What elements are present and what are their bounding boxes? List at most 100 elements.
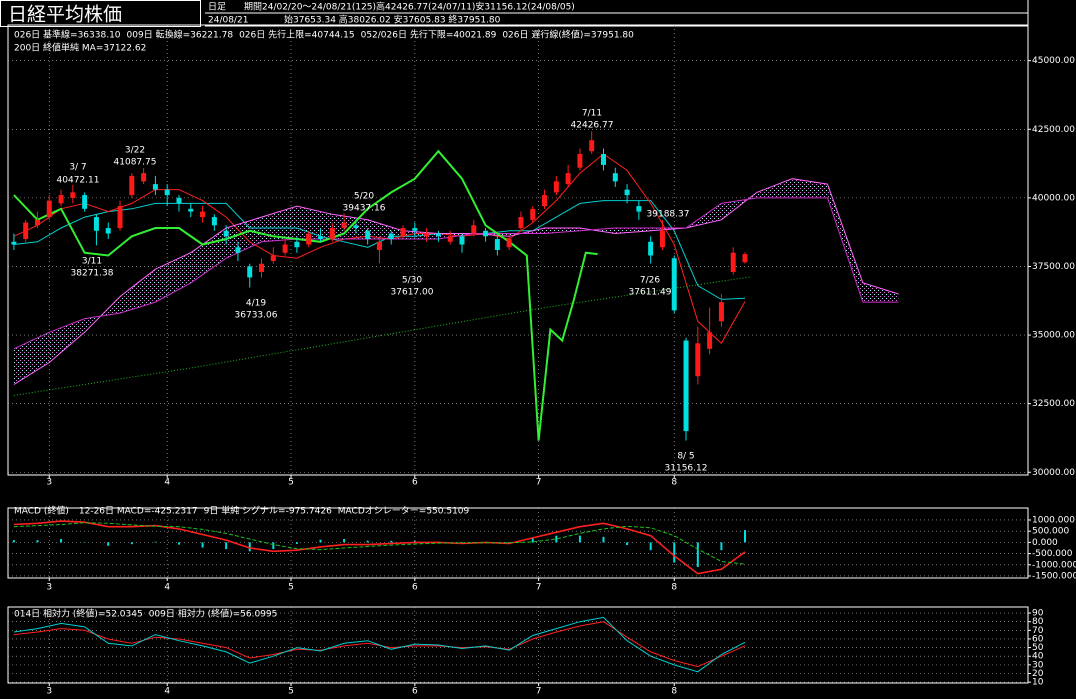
histogram-bar	[578, 535, 581, 543]
histogram-bar	[272, 542, 275, 550]
candle-body	[353, 225, 359, 229]
x-tick-label: 6	[412, 687, 418, 697]
histogram-bar	[248, 542, 251, 552]
candle-body	[659, 230, 665, 248]
candle-body	[624, 189, 630, 196]
candle-body	[600, 153, 606, 165]
candle-body	[270, 255, 276, 261]
candle-body	[459, 236, 465, 245]
x-tick-label: 5	[288, 583, 294, 593]
candle-body	[494, 239, 500, 250]
candle-body	[400, 228, 406, 237]
x-tick-label: 3	[46, 687, 52, 697]
candle-body	[424, 233, 430, 237]
histogram-bar	[343, 539, 346, 543]
candle-body	[306, 233, 312, 245]
x-tick-label: 4	[164, 478, 170, 488]
candle-body	[542, 195, 548, 207]
date: 24/08/21	[208, 16, 248, 26]
candle-body	[671, 258, 677, 311]
annotation-value: 31156.12	[665, 464, 708, 474]
annotation-date: 3/11	[82, 257, 102, 267]
series-line	[13, 178, 899, 385]
x-tick-label: 5	[288, 478, 294, 488]
x-tick-label: 7	[536, 583, 542, 593]
x-tick-label: 3	[46, 478, 52, 488]
candle-body	[329, 228, 335, 240]
candle-body	[82, 195, 88, 209]
x-tick-label: 3	[46, 583, 52, 593]
panel-frame	[7, 606, 1029, 684]
legend-entry: 009日 相対力 (終値)=56.0995	[149, 608, 278, 620]
legend-entry: 052/026日 先行下限=40021.89	[361, 29, 497, 41]
histogram-bar	[390, 540, 393, 543]
histogram-bar	[555, 535, 558, 543]
annotation-value: 39188.37	[647, 210, 690, 220]
annotation-date: 7/11	[582, 109, 602, 119]
candle-body	[589, 140, 595, 152]
legend-entry: 200日 終値単純 MA=37122.62	[14, 42, 146, 54]
candle-body	[471, 225, 477, 234]
y-tick-label: -1000.000	[1032, 560, 1076, 570]
histogram-bar	[366, 540, 369, 543]
y-tick-label: 37500.00	[1032, 262, 1075, 272]
candle-body	[707, 332, 713, 349]
x-tick-label: 5	[288, 687, 294, 697]
y-tick-label: 45000.00	[1032, 56, 1075, 66]
candle-body	[259, 263, 265, 272]
annotation-value: 40472.11	[57, 176, 100, 186]
candle-body	[11, 241, 17, 245]
candle-body	[211, 217, 217, 226]
histogram-bar	[696, 542, 699, 568]
x-tick-label: 6	[412, 478, 418, 488]
candle-body	[23, 222, 29, 240]
candle-body	[235, 247, 241, 253]
annotation-date: 3/ 7	[69, 163, 86, 173]
candle-body	[376, 241, 382, 250]
panel-frame	[7, 507, 1029, 579]
candle-body	[530, 208, 536, 220]
legend-entry: 12-26日 MACD=-425.2317	[79, 506, 198, 517]
x-tick-label: 4	[164, 687, 170, 697]
panel-title: MACD (終値)	[14, 505, 69, 517]
x-tick-label: 7	[536, 478, 542, 488]
y-tick-label: -500.000	[1032, 549, 1073, 559]
candle-body	[612, 173, 618, 182]
panel-frame	[7, 24, 1029, 476]
annotation-value: 37617.00	[391, 288, 434, 298]
candle-body	[200, 211, 206, 218]
x-tick-label: 6	[412, 583, 418, 593]
y-tick-label: 32500.00	[1032, 399, 1075, 409]
candle-body	[683, 340, 689, 432]
y-tick-label: 50	[1032, 643, 1044, 653]
legend-entry: 026日 基準線=36338.10	[14, 29, 121, 41]
candle-body	[46, 200, 52, 218]
candle-body	[141, 173, 147, 182]
x-tick-label: 8	[671, 687, 677, 697]
candle-body	[483, 230, 489, 237]
candle-body	[188, 208, 194, 212]
histogram-bar	[295, 542, 298, 544]
legend-entry: 026日 先行上限=40744.15	[239, 29, 355, 41]
candle-body	[282, 244, 288, 253]
period: 期間24/02/20～24/08/21(125)高42426.77(24/07/…	[244, 1, 575, 13]
x-tick-label: 4	[164, 583, 170, 593]
cloud	[13, 178, 899, 385]
y-tick-label: 80	[1032, 617, 1044, 627]
candle-body	[34, 219, 40, 226]
candle-body	[553, 181, 559, 193]
y-tick-label: 35000.00	[1032, 331, 1075, 341]
y-tick-label: 0.000	[1032, 538, 1058, 548]
y-tick-label: 500.000	[1032, 527, 1069, 537]
y-tick-label: -1500.000	[1032, 571, 1076, 581]
candle-body	[294, 241, 300, 248]
annotation-date: 7/26	[640, 276, 660, 286]
y-tick-label: 30	[1032, 660, 1044, 670]
legend-entry: 009日 転換線=36221.78	[127, 29, 234, 41]
candle-body	[93, 217, 99, 231]
candle-body	[176, 197, 182, 204]
histogram-bar	[12, 540, 15, 543]
